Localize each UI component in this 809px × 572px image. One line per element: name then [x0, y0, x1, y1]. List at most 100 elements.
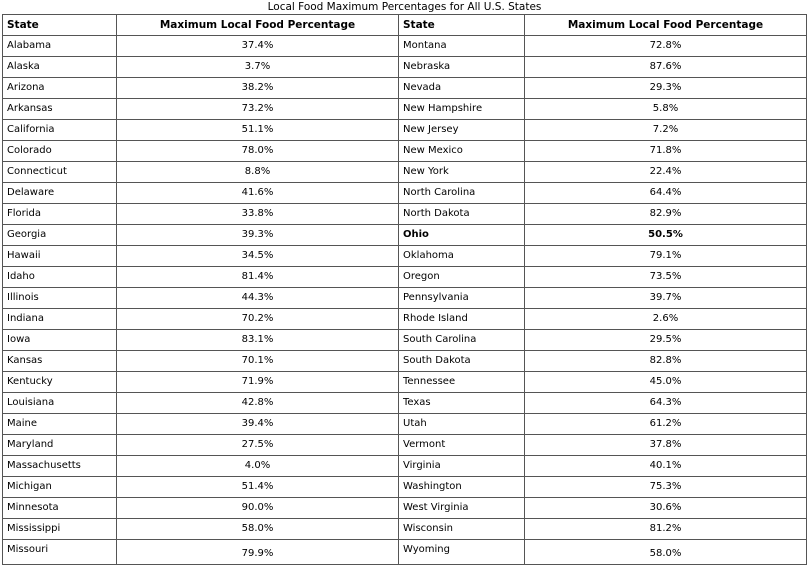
state-cell: Colorado	[2, 140, 117, 162]
state-cell: Pennsylvania	[398, 287, 525, 309]
percentage-cell: 39.7%	[524, 287, 807, 309]
percentage-cell: 90.0%	[116, 497, 399, 519]
state-cell: South Dakota	[398, 350, 525, 372]
table-row: Michigan 51.4% Washington 75.3%	[2, 476, 807, 498]
percentage-cell: 58.0%	[524, 539, 807, 565]
percentage-cell: 30.6%	[524, 497, 807, 519]
state-cell: Indiana	[2, 308, 117, 330]
state-cell: Arizona	[2, 77, 117, 99]
state-cell: Vermont	[398, 434, 525, 456]
header-pct-left: Maximum Local Food Percentage	[116, 14, 399, 36]
state-cell: Utah	[398, 413, 525, 435]
state-cell: Alaska	[2, 56, 117, 78]
state-cell: Massachusetts	[2, 455, 117, 477]
table-row: Minnesota 90.0% West Virginia 30.6%	[2, 497, 807, 519]
state-cell: Kentucky	[2, 371, 117, 393]
percentage-cell: 3.7%	[116, 56, 399, 78]
percentage-cell: 33.8%	[116, 203, 399, 225]
percentage-cell: 7.2%	[524, 119, 807, 141]
table-row: Colorado 78.0% New Mexico 71.8%	[2, 140, 807, 162]
percentage-cell: 5.8%	[524, 98, 807, 120]
table-row: Kansas 70.1% South Dakota 82.8%	[2, 350, 807, 372]
state-cell: Wyoming	[398, 539, 525, 565]
percentage-cell: 71.8%	[524, 140, 807, 162]
state-cell: Ohio	[398, 224, 525, 246]
table-row: Louisiana 42.8% Texas 64.3%	[2, 392, 807, 414]
table-row: Kentucky 71.9% Tennessee 45.0%	[2, 371, 807, 393]
state-cell: Maine	[2, 413, 117, 435]
state-cell: Missouri	[2, 539, 117, 565]
state-cell: Florida	[2, 203, 117, 225]
state-cell: Maryland	[2, 434, 117, 456]
state-cell: New York	[398, 161, 525, 183]
percentage-cell: 2.6%	[524, 308, 807, 330]
state-cell: Alabama	[2, 35, 117, 57]
state-cell: Texas	[398, 392, 525, 414]
table-row: Idaho 81.4% Oregon 73.5%	[2, 266, 807, 288]
percentage-cell: 29.3%	[524, 77, 807, 99]
header-pct-right: Maximum Local Food Percentage	[524, 14, 807, 36]
percentage-cell: 79.1%	[524, 245, 807, 267]
state-cell: South Carolina	[398, 329, 525, 351]
state-cell: Delaware	[2, 182, 117, 204]
state-cell: Georgia	[2, 224, 117, 246]
state-cell: New Mexico	[398, 140, 525, 162]
percentage-cell: 8.8%	[116, 161, 399, 183]
table-row: California 51.1% New Jersey 7.2%	[2, 119, 807, 141]
table-row: Alabama 37.4% Montana 72.8%	[2, 35, 807, 57]
state-cell: West Virginia	[398, 497, 525, 519]
state-cell: Idaho	[2, 266, 117, 288]
state-cell: North Carolina	[398, 182, 525, 204]
header-row: State Maximum Local Food Percentage Stat…	[2, 14, 807, 36]
percentage-cell: 34.5%	[116, 245, 399, 267]
state-cell: Oregon	[398, 266, 525, 288]
percentage-cell: 45.0%	[524, 371, 807, 393]
state-cell: Nebraska	[398, 56, 525, 78]
table-row: Indiana 70.2% Rhode Island 2.6%	[2, 308, 807, 330]
table-body: Alabama 37.4% Montana 72.8% Alaska 3.7% Nebras…	[2, 35, 807, 565]
percentage-cell: 73.2%	[116, 98, 399, 120]
percentage-cell: 44.3%	[116, 287, 399, 309]
percentage-cell: 75.3%	[524, 476, 807, 498]
percentage-cell: 78.0%	[116, 140, 399, 162]
percentage-cell: 79.9%	[116, 539, 399, 565]
percentage-cell: 39.4%	[116, 413, 399, 435]
table-row: Florida 33.8% North Dakota 82.9%	[2, 203, 807, 225]
state-cell: Hawaii	[2, 245, 117, 267]
table-row: Alaska 3.7% Nebraska 87.6%	[2, 56, 807, 78]
state-cell: California	[2, 119, 117, 141]
percentage-cell: 42.8%	[116, 392, 399, 414]
state-cell: Montana	[398, 35, 525, 57]
percentage-cell: 37.4%	[116, 35, 399, 57]
percentage-cell: 27.5%	[116, 434, 399, 456]
percentage-cell: 82.9%	[524, 203, 807, 225]
percentage-cell: 61.2%	[524, 413, 807, 435]
percentage-cell: 51.1%	[116, 119, 399, 141]
state-cell: Connecticut	[2, 161, 117, 183]
state-cell: Virginia	[398, 455, 525, 477]
percentage-cell: 50.5%	[524, 224, 807, 246]
percentage-cell: 58.0%	[116, 518, 399, 540]
table-row: Massachusetts 4.0% Virginia 40.1%	[2, 455, 807, 477]
local-food-table: State Maximum Local Food Percentage Stat…	[2, 14, 807, 565]
table-row: Connecticut 8.8% New York 22.4%	[2, 161, 807, 183]
state-cell: Washington	[398, 476, 525, 498]
table-row: Arizona 38.2% Nevada 29.3%	[2, 77, 807, 99]
percentage-cell: 82.8%	[524, 350, 807, 372]
state-cell: Iowa	[2, 329, 117, 351]
table-row: Iowa 83.1% South Carolina 29.5%	[2, 329, 807, 351]
state-cell: Mississippi	[2, 518, 117, 540]
table-row: Hawaii 34.5% Oklahoma 79.1%	[2, 245, 807, 267]
percentage-cell: 71.9%	[116, 371, 399, 393]
percentage-cell: 87.6%	[524, 56, 807, 78]
state-cell: North Dakota	[398, 203, 525, 225]
state-cell: Oklahoma	[398, 245, 525, 267]
state-cell: Kansas	[2, 350, 117, 372]
table-row: Missouri 79.9% Wyoming 58.0%	[2, 539, 807, 565]
percentage-cell: 22.4%	[524, 161, 807, 183]
percentage-cell: 51.4%	[116, 476, 399, 498]
percentage-cell: 81.4%	[116, 266, 399, 288]
percentage-cell: 40.1%	[524, 455, 807, 477]
percentage-cell: 72.8%	[524, 35, 807, 57]
table-row: Georgia 39.3% Ohio 50.5%	[2, 224, 807, 246]
